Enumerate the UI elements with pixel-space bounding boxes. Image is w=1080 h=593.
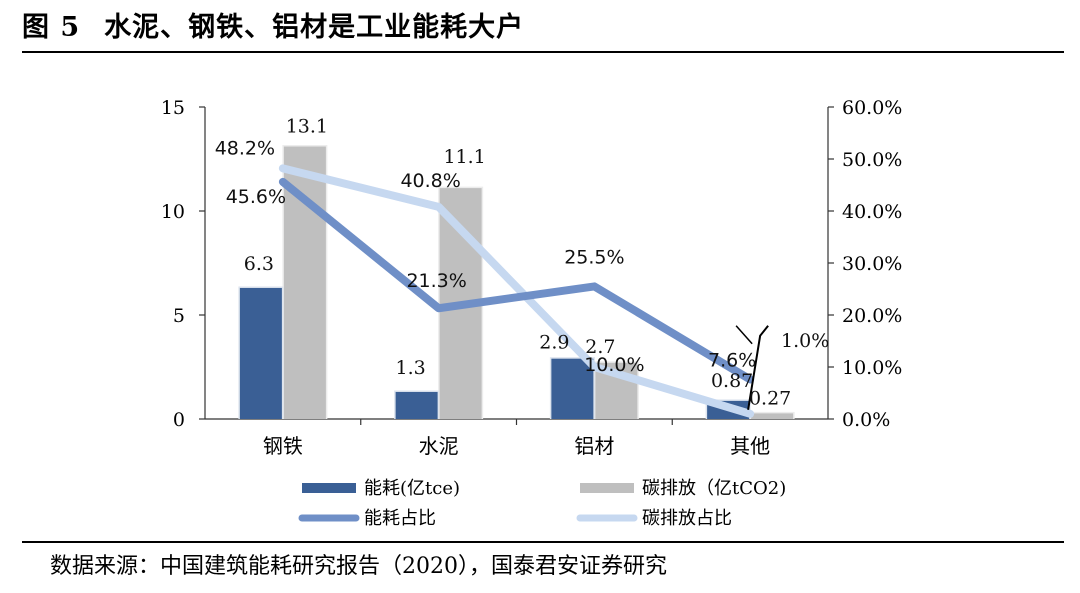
energy-consumption-bar	[239, 287, 282, 419]
right-tick-label: 30.0%	[842, 253, 902, 275]
bottom-rule	[22, 541, 1064, 543]
figure-title: 图 5 水泥、钢铁、铝材是工业能耗大户	[22, 8, 524, 48]
carbon-share-label: 1.0%	[781, 330, 829, 352]
energy-bar-value-label: 0.87	[711, 370, 753, 392]
top-rule	[22, 51, 1064, 53]
carbon-share-line	[278, 164, 755, 418]
energy-consumption-bar	[395, 391, 438, 419]
right-tick-label: 50.0%	[842, 149, 902, 171]
energy-bar-value-label: 6.3	[244, 253, 274, 275]
label-leader-line	[747, 325, 769, 410]
source-note: 数据来源：中国建筑能耗研究报告（2020），国泰君安证券研究	[50, 554, 667, 579]
left-tick-label: 15	[161, 97, 185, 119]
energy-consumption-bar	[551, 358, 594, 419]
carbon-share-label: 48.2%	[215, 137, 275, 159]
energy-share-label: 7.6%	[708, 349, 756, 371]
carbon-bar-value-label: 0.27	[749, 387, 791, 409]
chart-legend: 能耗(亿tce) 碳排放（亿tCO2) 能耗占比 碳排放占比	[298, 478, 786, 529]
combo-chart: 0 5 10 15 0.0% 10.0% 20.0% 30.0% 40.0% 50.0% 60.0%…	[161, 97, 903, 529]
energy-share-label: 45.6%	[226, 186, 286, 208]
legend-carbon-bar-label: 碳排放（亿tCO2)	[642, 478, 786, 499]
right-tick-label: 40.0%	[842, 201, 902, 223]
energy-share-label: 21.3%	[406, 270, 466, 292]
carbon-bar-value-label: 11.1	[443, 146, 485, 168]
right-tick-label: 20.0%	[842, 305, 902, 327]
carbon-emission-bar	[751, 413, 794, 419]
carbon-bar-value-label: 13.1	[286, 116, 328, 138]
figure-title-text: 水泥、钢铁、铝材是工业能耗大户	[104, 12, 525, 43]
chart-axes: 0 5 10 15 0.0% 10.0% 20.0% 30.0% 40.0% 50.0% 60.0%…	[161, 97, 903, 458]
right-tick-label: 0.0%	[842, 409, 890, 431]
carbon-share-label: 10.0%	[584, 354, 644, 376]
left-tick-label: 0	[173, 409, 185, 431]
right-tick-label: 10.0%	[842, 357, 902, 379]
left-tick-label: 5	[173, 305, 185, 327]
category-label: 其他	[730, 434, 770, 458]
carbon-bar-value-label: 2.7	[585, 336, 615, 358]
category-label: 水泥	[419, 434, 459, 458]
category-label: 铝材	[574, 434, 614, 458]
legend-energy-bar-label: 能耗(亿tce)	[364, 478, 460, 499]
energy-share-line	[278, 177, 755, 384]
chart-data-labels: 6.3 13.1 1.3 11.1 2.9 2.7 0.870.27 45.6% 48.2% 21…	[215, 116, 829, 410]
figure-number: 图 5	[22, 12, 81, 43]
legend-carbon-share-label: 碳排放占比	[642, 508, 732, 529]
legend-carbon-bar-swatch	[580, 483, 634, 493]
legend-energy-share-label: 能耗占比	[364, 508, 436, 529]
energy-share-label: 25.5%	[564, 246, 624, 268]
label-leader-tick	[735, 325, 753, 345]
category-label: 钢铁	[263, 434, 303, 458]
legend-energy-bar-swatch	[302, 483, 356, 493]
right-tick-label: 60.0%	[842, 97, 902, 119]
carbon-share-label: 40.8%	[400, 170, 460, 192]
energy-bar-value-label: 2.9	[539, 332, 569, 354]
chart-lines	[278, 164, 755, 418]
left-tick-label: 10	[161, 201, 185, 223]
energy-bar-value-label: 1.3	[396, 357, 426, 379]
